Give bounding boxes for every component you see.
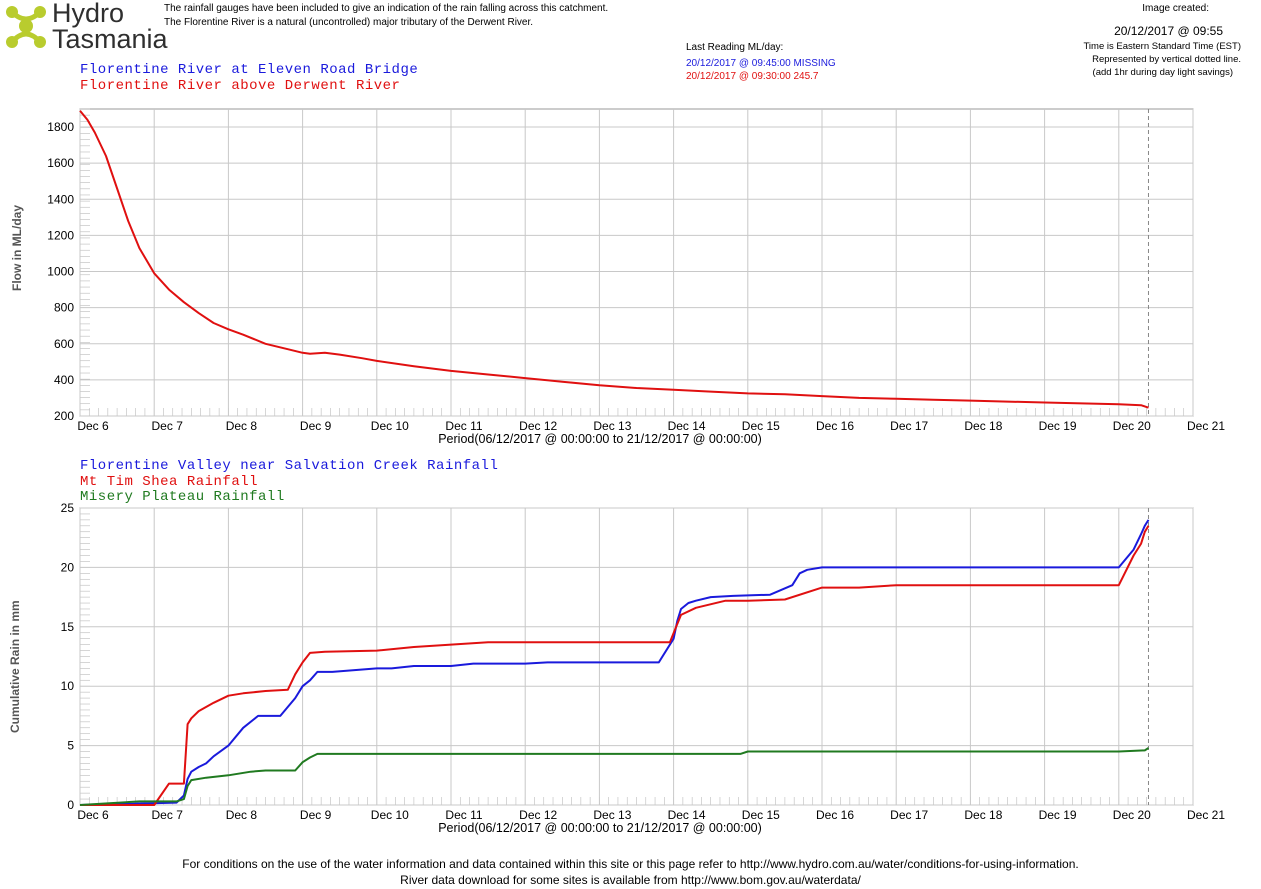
- rain-x-tick-label: Dec 12: [519, 808, 557, 822]
- image-created-note-1: Time is Eastern Standard Time (EST): [1083, 41, 1241, 52]
- rain-series-blue-line: [79, 519, 1150, 806]
- rain-x-tick-label: Dec 14: [668, 808, 706, 822]
- rain-x-axis-label: Period(06/12/2017 @ 00:00:00 to 21/12/20…: [438, 821, 762, 835]
- rain-y-tick-label: 0: [67, 798, 74, 812]
- flow-y-tick-label: 600: [54, 337, 74, 351]
- brand-name: Hydro Tasmania: [52, 0, 168, 54]
- flow-y-tick-label: 1600: [47, 156, 74, 170]
- rain-x-tick-label: Dec 21: [1187, 808, 1225, 822]
- flow-plot-area: [79, 108, 1194, 417]
- rain-x-tick-label: Dec 8: [226, 808, 258, 822]
- rain-legend-green: Misery Plateau Rainfall: [80, 489, 285, 505]
- footer: For conditions on the use of the water i…: [0, 856, 1261, 888]
- last-reading-red: 20/12/2017 @ 09:30:00 245.7: [686, 71, 819, 82]
- rain-legend: Florentine Valley near Salvation Creek R…: [80, 458, 499, 506]
- flow-y-tick-label: 200: [54, 409, 74, 423]
- flow-x-tick-label: Dec 10: [371, 419, 409, 433]
- intro-line-2: The Florentine River is a natural (uncon…: [164, 17, 534, 28]
- flow-x-tick-label: Dec 15: [742, 419, 780, 433]
- last-reading-blue: 20/12/2017 @ 09:45:00 MISSING: [686, 58, 836, 69]
- rain-series-green-line: [79, 747, 1150, 806]
- footer-line-2: River data download for some sites is av…: [400, 873, 861, 887]
- flow-x-tick-label: Dec 14: [668, 419, 706, 433]
- flow-y-tick-label: 1800: [47, 120, 74, 134]
- rain-chart: 0 5 10 15 20 25 Dec 6 Dec 7 Dec 8 Dec 9 Dec 10 Dec …: [61, 501, 1226, 835]
- rain-x-tick-label: Dec 19: [1039, 808, 1077, 822]
- flow-series-red-line: [79, 110, 1149, 409]
- last-reading-panel: Last Reading ML/day: 20/12/2017 @ 09:45:…: [686, 40, 836, 85]
- flow-x-tick-label: Dec 12: [519, 419, 557, 433]
- flow-legend-blue: Florentine River at Eleven Road Bridge: [80, 62, 419, 78]
- image-created-label: Image created:: [1142, 3, 1209, 14]
- rain-x-tick-label: Dec 20: [1113, 808, 1151, 822]
- image-created-datetime: 20/12/2017 @ 09:55: [1114, 24, 1223, 38]
- rain-x-tick-label: Dec 11: [445, 808, 482, 822]
- flow-x-tick-label: Dec 18: [964, 419, 1002, 433]
- intro-line-1: The rainfall gauges have been included t…: [164, 3, 609, 14]
- rain-x-tick-label: Dec 16: [816, 808, 854, 822]
- last-reading-label: Last Reading ML/day:: [686, 42, 784, 53]
- flow-x-tick-label: Dec 19: [1039, 419, 1077, 433]
- flow-legend-red: Florentine River above Derwent River: [80, 77, 401, 94]
- flow-y-tick-label: 1200: [47, 228, 74, 242]
- rain-x-tick-label: Dec 9: [300, 808, 332, 822]
- flow-y-tick-label: 1400: [47, 192, 74, 206]
- flow-x-tick-label: Dec 9: [300, 419, 332, 433]
- rain-y-tick-label: 20: [61, 560, 75, 574]
- rain-series-red-line: [80, 525, 1150, 806]
- flow-x-tick-label: Dec 13: [593, 419, 631, 433]
- flow-y-tick-label: 800: [54, 301, 74, 315]
- rain-y-tick-label: 25: [61, 501, 75, 515]
- flow-x-tick-label: Dec 17: [890, 419, 928, 433]
- rain-legend-red: Mt Tim Shea Rainfall: [80, 473, 259, 490]
- image-created-note-3: (add 1hr during day light savings): [1092, 67, 1233, 78]
- rain-x-tick-label: Dec 10: [371, 808, 409, 822]
- rain-x-tick-label: Dec 7: [152, 808, 184, 822]
- rain-legend-blue: Florentine Valley near Salvation Creek R…: [80, 458, 499, 474]
- rain-y-tick-label: 15: [61, 620, 75, 634]
- flow-x-tick-label: Dec 11: [445, 419, 482, 433]
- flow-x-tick-label: Dec 16: [816, 419, 854, 433]
- brand-line-2: Tasmania: [52, 24, 168, 54]
- flow-x-tick-label: Dec 21: [1187, 419, 1225, 433]
- image-created-panel: Image created: 20/12/2017 @ 09:55 Time i…: [1083, 2, 1241, 79]
- rain-x-tick-label: Dec 17: [890, 808, 928, 822]
- brand-line-1: Hydro: [52, 0, 125, 28]
- image-created-note-2: Represented by vertical dotted line.: [1092, 54, 1241, 65]
- rain-x-tick-label: Dec 15: [742, 808, 780, 822]
- flow-x-tick-label: Dec 20: [1113, 419, 1151, 433]
- flow-chart: 200 400 600 800 1000 1200 1400 1600 1800 Dec 6 Dec…: [47, 108, 1225, 446]
- flow-legend: Florentine River at Eleven Road Bridge F…: [80, 62, 419, 94]
- rain-y-tick-label: 5: [67, 739, 74, 753]
- rain-x-tick-label: Dec 13: [593, 808, 631, 822]
- rain-x-tick-label: Dec 6: [77, 808, 109, 822]
- flow-x-tick-label: Dec 7: [152, 419, 184, 433]
- flow-y-tick-label: 400: [54, 373, 74, 387]
- rain-plot-area: [79, 507, 1194, 806]
- flow-x-axis-label: Period(06/12/2017 @ 00:00:00 to 21/12/20…: [438, 432, 762, 446]
- flow-x-tick-label: Dec 6: [77, 419, 109, 433]
- footer-line-1: For conditions on the use of the water i…: [182, 857, 1079, 871]
- rain-y-tick-label: 10: [61, 679, 75, 693]
- intro-text: The rainfall gauges have been included t…: [164, 2, 608, 30]
- hydro-tasmania-logo-icon: [6, 6, 46, 48]
- flow-y-tick-label: 1000: [47, 265, 74, 279]
- flow-x-tick-label: Dec 8: [226, 419, 258, 433]
- rain-x-tick-label: Dec 18: [964, 808, 1002, 822]
